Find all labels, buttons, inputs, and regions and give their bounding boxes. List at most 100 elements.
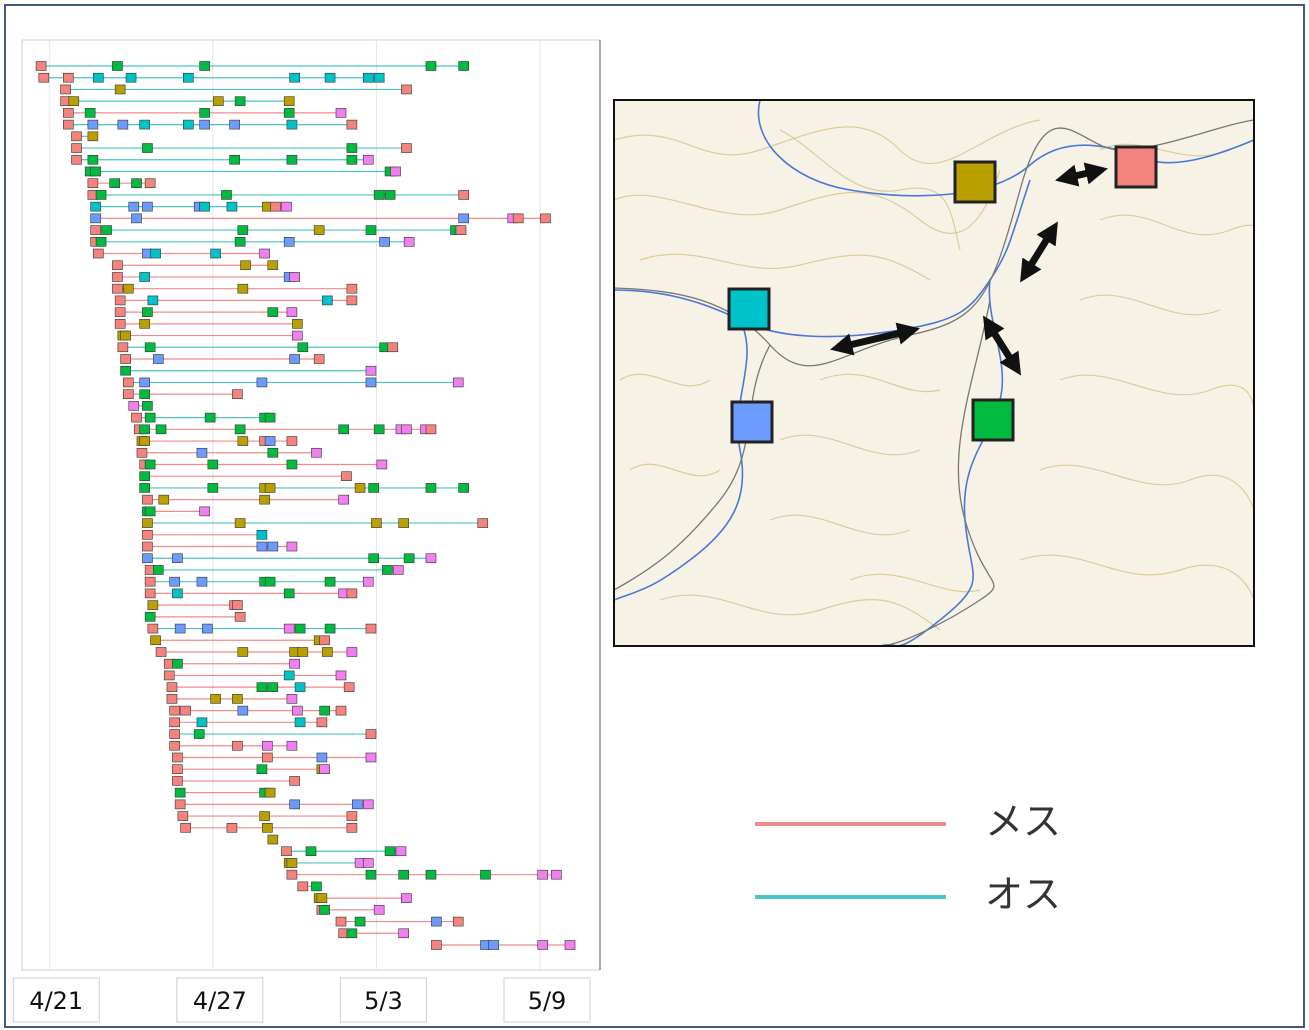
detection — [172, 659, 182, 668]
detection — [426, 425, 436, 434]
detection — [478, 519, 488, 528]
detection — [115, 308, 125, 317]
detection — [140, 272, 150, 281]
detection — [123, 378, 133, 387]
detection — [325, 577, 335, 586]
detection — [241, 261, 251, 270]
detection — [393, 565, 403, 574]
detection — [382, 565, 392, 574]
detection — [538, 941, 548, 950]
detection — [366, 730, 376, 739]
detection — [341, 472, 351, 481]
detection — [140, 472, 150, 481]
detection — [145, 460, 155, 469]
detection — [85, 108, 95, 117]
detection — [284, 97, 294, 106]
detection — [118, 120, 128, 129]
detection — [374, 73, 384, 82]
detection — [227, 823, 237, 832]
detection — [347, 823, 357, 832]
detection — [145, 577, 155, 586]
detection — [142, 308, 152, 317]
legend: メスオス — [755, 800, 1061, 917]
detection — [317, 718, 327, 727]
detection — [200, 108, 210, 117]
detection — [311, 448, 321, 457]
detection — [175, 624, 185, 633]
detection — [145, 612, 155, 621]
detection — [320, 706, 330, 715]
detection — [426, 483, 436, 492]
detection — [459, 190, 469, 199]
detection — [132, 413, 142, 422]
detection — [538, 870, 548, 879]
detection — [565, 941, 575, 950]
detection — [257, 683, 267, 692]
detection — [265, 577, 275, 586]
detection — [271, 202, 281, 211]
station-marker — [955, 162, 995, 202]
detection — [268, 683, 278, 692]
detection — [112, 261, 122, 270]
detection — [208, 460, 218, 469]
detection — [132, 179, 142, 188]
detection — [123, 390, 133, 399]
detection — [88, 179, 98, 188]
detection — [347, 296, 357, 305]
detection — [352, 800, 362, 809]
detection — [480, 870, 490, 879]
detection — [298, 343, 308, 352]
detection — [170, 577, 180, 586]
detection — [265, 437, 275, 446]
detection — [170, 730, 180, 739]
detection — [142, 202, 152, 211]
detection — [314, 226, 324, 235]
detection — [194, 730, 204, 739]
detection — [121, 331, 131, 340]
detection — [172, 765, 182, 774]
detection — [63, 108, 73, 117]
detection — [142, 401, 152, 410]
detection — [63, 73, 73, 82]
detection — [175, 800, 185, 809]
detection — [159, 495, 169, 504]
detection — [347, 812, 357, 821]
detection — [145, 343, 155, 352]
detection — [110, 179, 120, 188]
detection — [459, 483, 469, 492]
station-marker — [1116, 147, 1156, 187]
station-marker — [732, 402, 772, 442]
detection — [112, 272, 122, 281]
detection — [69, 97, 79, 106]
detection — [118, 343, 128, 352]
detection — [404, 237, 414, 246]
detection — [401, 894, 411, 903]
detection — [235, 97, 245, 106]
detection — [167, 694, 177, 703]
x-tick-label: 5/3 — [364, 987, 403, 1015]
station-marker — [973, 400, 1013, 440]
detection — [287, 542, 297, 551]
detection — [363, 800, 373, 809]
detection — [126, 73, 136, 82]
detection — [142, 554, 152, 563]
detection — [102, 226, 112, 235]
detection — [115, 85, 125, 94]
detection — [145, 507, 155, 516]
detection — [262, 823, 272, 832]
detection — [401, 425, 411, 434]
detection — [268, 448, 278, 457]
detection — [369, 554, 379, 563]
detection — [311, 882, 321, 891]
detection — [265, 413, 275, 422]
detection — [322, 296, 332, 305]
detection — [235, 519, 245, 528]
detection — [96, 190, 106, 199]
detection — [453, 917, 463, 926]
detection — [148, 624, 158, 633]
detection — [36, 62, 46, 71]
detection — [336, 671, 346, 680]
detection — [374, 190, 384, 199]
detection — [115, 319, 125, 328]
detection — [91, 214, 101, 223]
